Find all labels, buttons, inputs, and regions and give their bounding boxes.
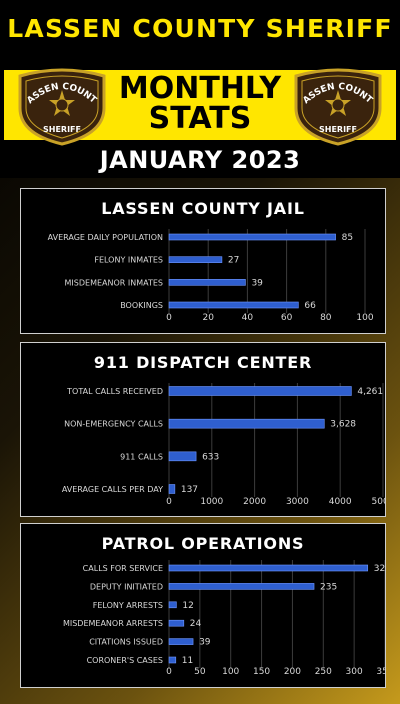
x-tick-label: 20	[202, 313, 214, 323]
bar	[168, 619, 185, 627]
x-tick-label: 5000	[372, 497, 385, 507]
x-tick-label: 300	[346, 667, 363, 677]
bar	[168, 484, 176, 494]
data-label: 85	[342, 233, 353, 243]
data-label: 235	[320, 582, 337, 592]
x-tick-label: 40	[242, 313, 254, 323]
category-label: AVERAGE CALLS PER DAY	[62, 485, 163, 494]
patrol-panel: PATROL OPERATIONS 0 50 100 150 200 250 300 350 C…	[20, 523, 386, 688]
category-label: FELONY INMATES	[94, 256, 163, 265]
category-label: FELONY ARRESTS	[93, 601, 163, 610]
x-tick-label: 60	[281, 313, 293, 323]
bar	[168, 256, 223, 263]
bar	[168, 301, 299, 309]
x-tick-label: 80	[320, 313, 332, 323]
dispatch-panel: 911 DISPATCH CENTER 0 1000 2000 3000 4000 500…	[20, 342, 386, 517]
bar	[168, 564, 369, 572]
sheriff-badge-right: LASSEN COUNTY SHERIFF	[290, 68, 382, 146]
data-label: 39	[251, 278, 263, 288]
badge-right-bottom-text: SHERIFF	[319, 125, 357, 134]
x-tick-label: 200	[284, 667, 301, 677]
category-label: NON-EMERGENCY CALLS	[64, 420, 163, 429]
data-label: 12	[182, 601, 193, 611]
data-label: 66	[304, 301, 316, 311]
data-label: 322	[374, 564, 385, 574]
category-label: 911 CALLS	[120, 452, 163, 461]
header: LASSEN COUNTY SHERIFF MONTHLY STATS LASS…	[0, 0, 400, 178]
bar	[168, 233, 336, 241]
patrol-panel-title: PATROL OPERATIONS	[101, 534, 305, 553]
data-label: 3,628	[330, 420, 356, 430]
badge-left-bottom-text: SHERIFF	[43, 125, 81, 134]
category-label: MISDEMEANOR ARRESTS	[63, 619, 163, 628]
x-tick-label: 1000	[200, 497, 223, 507]
bar	[168, 279, 246, 286]
bar	[168, 386, 352, 396]
data-label: 4,261	[357, 387, 383, 397]
category-label: BOOKINGS	[120, 301, 163, 310]
jail-panel: LASSEN COUNTY JAIL 0 20 40 60 80 100 AVERAGE D…	[20, 188, 386, 334]
bar	[168, 601, 177, 609]
x-tick-label: 250	[315, 667, 332, 677]
x-tick-label: 50	[194, 667, 206, 677]
report-month: JANUARY 2023	[99, 146, 301, 174]
x-tick-label: 0	[166, 313, 172, 323]
dispatch-panel-title: 911 DISPATCH CENTER	[93, 353, 313, 372]
bar	[168, 638, 194, 645]
category-label: CALLS FOR SERVICE	[83, 564, 163, 573]
sheriff-badge-left: LASSEN COUNTY SHERIFF	[14, 68, 106, 146]
data-label: 24	[190, 619, 202, 629]
data-label: 27	[228, 256, 239, 266]
category-label: MISDEMEANOR INMATES	[65, 278, 163, 287]
data-label: 11	[182, 656, 193, 666]
x-tick-label: 350	[376, 667, 385, 677]
band-line-1: MONTHLY	[118, 71, 282, 106]
category-label: DEPUTY INITIATED	[90, 582, 163, 591]
band-line-2: STATS	[148, 101, 252, 136]
jail-panel-title: LASSEN COUNTY JAIL	[101, 199, 305, 218]
category-label: AVERAGE DAILY POPULATION	[48, 233, 163, 242]
bar	[168, 451, 197, 462]
x-tick-label: 100	[222, 667, 239, 677]
x-tick-label: 2000	[243, 497, 266, 507]
category-label: TOTAL CALLS RECEIVED	[66, 387, 163, 396]
dispatch-bar-chart: 0 1000 2000 3000 4000 5000 TOTAL CALLS RECEIVE…	[62, 383, 385, 507]
x-tick-label: 150	[253, 667, 270, 677]
x-tick-label: 3000	[286, 497, 309, 507]
data-label: 39	[199, 638, 211, 648]
x-tick-label: 0	[166, 497, 172, 507]
data-label: 137	[181, 485, 198, 495]
agency-title: LASSEN COUNTY SHERIFF	[7, 14, 393, 43]
bar	[168, 656, 177, 664]
jail-bar-chart: 0 20 40 60 80 100 AVERAGE DAILY POPULATION 85 FE…	[48, 229, 374, 323]
x-tick-label: 0	[166, 667, 172, 677]
bar	[168, 418, 325, 429]
patrol-bar-chart: 0 50 100 150 200 250 300 350 CALLS FOR SERVICE 32…	[63, 560, 385, 677]
x-tick-label: 4000	[329, 497, 352, 507]
x-tick-label: 100	[356, 313, 373, 323]
bar	[168, 583, 315, 590]
category-label: CITATIONS ISSUED	[89, 638, 163, 647]
category-label: CORONER'S CASES	[87, 656, 163, 665]
data-label: 633	[202, 452, 219, 462]
